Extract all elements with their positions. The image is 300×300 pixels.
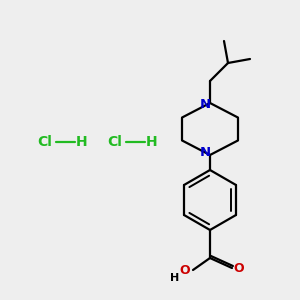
Text: H: H xyxy=(170,273,180,283)
Text: N: N xyxy=(200,146,211,160)
Text: H: H xyxy=(76,135,88,149)
Text: Cl: Cl xyxy=(108,135,122,149)
Text: H: H xyxy=(146,135,158,149)
Text: O: O xyxy=(234,262,244,275)
Text: N: N xyxy=(200,98,211,112)
Text: Cl: Cl xyxy=(38,135,52,149)
Text: O: O xyxy=(180,265,190,278)
